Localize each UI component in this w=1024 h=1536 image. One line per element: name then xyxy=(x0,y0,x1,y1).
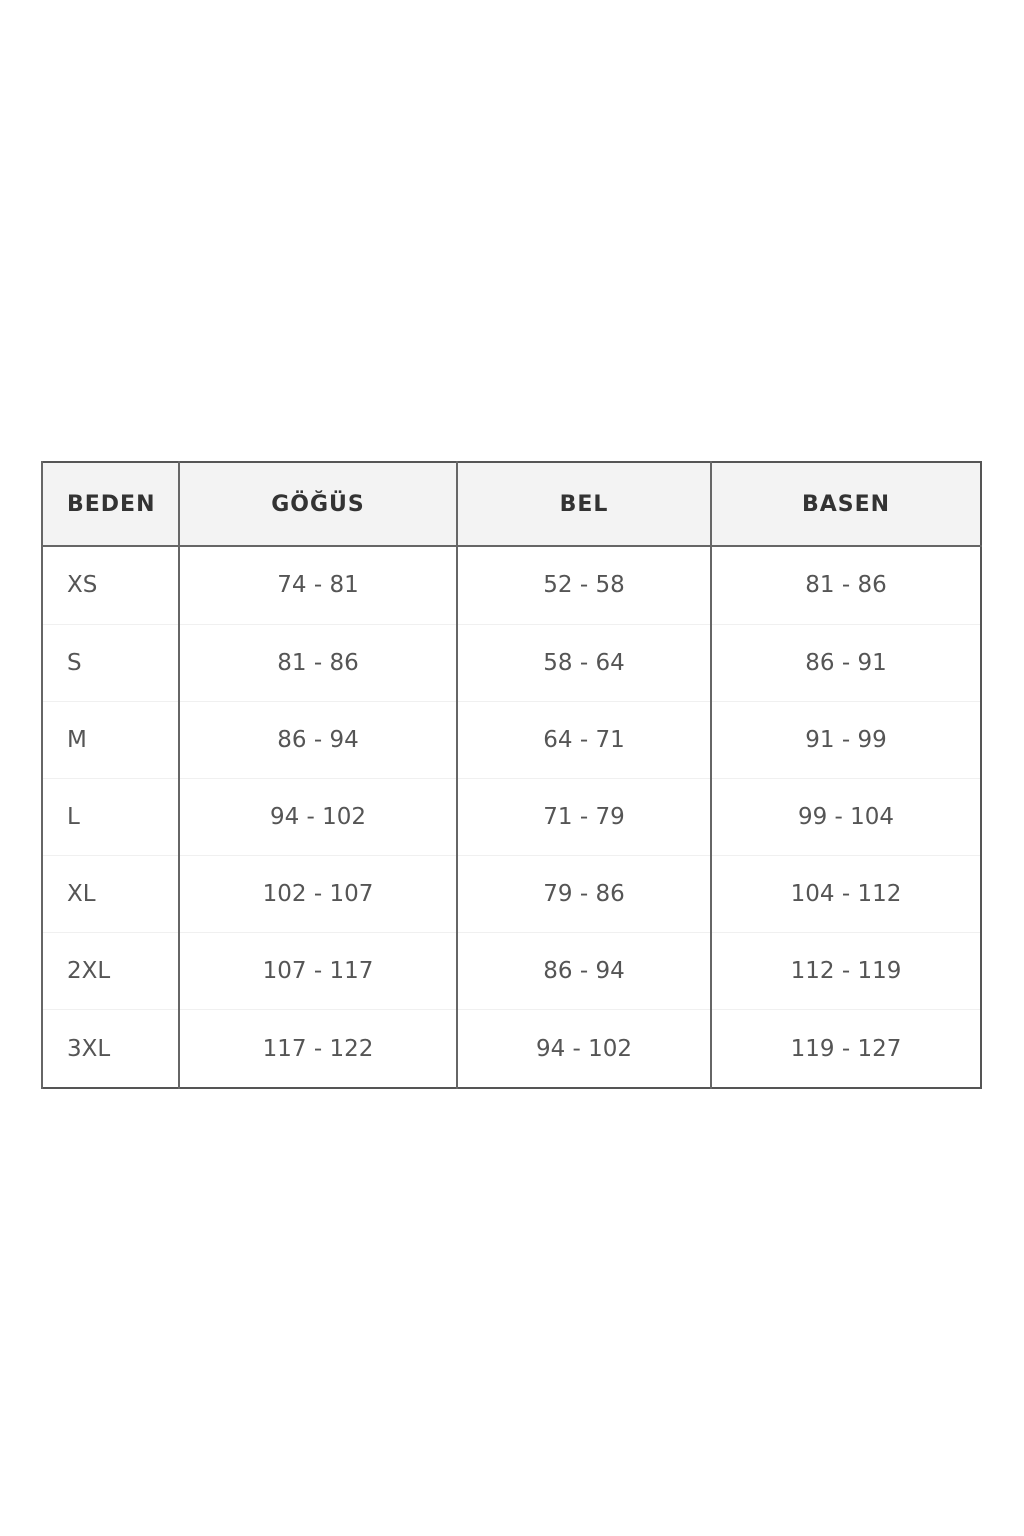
size-chart-table: BEDEN GÖĞÜS BEL BASEN XS 74 - 81 52 - 58 81… xyxy=(41,461,982,1089)
table-cell: XS xyxy=(41,546,179,625)
table-cell: 107 - 117 xyxy=(178,932,457,1011)
table-cell: 117 - 122 xyxy=(178,1009,457,1089)
table-cell: 81 - 86 xyxy=(710,546,981,625)
table-row: XS 74 - 81 52 - 58 81 - 86 xyxy=(41,546,981,625)
table-cell: 79 - 86 xyxy=(456,855,711,934)
table-cell: 94 - 102 xyxy=(178,778,457,857)
table-cell: 99 - 104 xyxy=(710,778,981,857)
table-cell: 64 - 71 xyxy=(456,701,711,779)
table-cell: 71 - 79 xyxy=(456,778,711,857)
table-cell: 86 - 91 xyxy=(710,624,981,702)
header-row: BEDEN GÖĞÜS BEL BASEN xyxy=(41,462,981,547)
table-row: S 81 - 86 58 - 64 86 - 91 xyxy=(41,624,981,702)
table-cell: 102 - 107 xyxy=(178,855,457,934)
table-cell: M xyxy=(41,701,179,779)
table-cell: S xyxy=(41,624,179,702)
table-row: M 86 - 94 64 - 71 91 - 99 xyxy=(41,701,981,779)
table-cell: 112 - 119 xyxy=(710,932,981,1011)
table-cell: 119 - 127 xyxy=(710,1009,981,1089)
table-cell: 2XL xyxy=(41,932,179,1011)
table-cell: L xyxy=(41,778,179,857)
table-cell: 3XL xyxy=(41,1009,179,1089)
header-cell: BASEN xyxy=(710,462,981,547)
table-cell: 94 - 102 xyxy=(456,1009,711,1089)
table-cell: 104 - 112 xyxy=(710,855,981,934)
table-cell: 74 - 81 xyxy=(178,546,457,625)
table-cell: 86 - 94 xyxy=(456,932,711,1011)
table-cell: 58 - 64 xyxy=(456,624,711,702)
table-row: L 94 - 102 71 - 79 99 - 104 xyxy=(41,778,981,857)
header-cell: GÖĞÜS xyxy=(178,462,457,547)
table-cell: 81 - 86 xyxy=(178,624,457,702)
table-cell: 91 - 99 xyxy=(710,701,981,779)
table-cell: 52 - 58 xyxy=(456,546,711,625)
table-cell: XL xyxy=(41,855,179,934)
table-row: 3XL 117 - 122 94 - 102 119 - 127 xyxy=(41,1009,981,1089)
table-cell: 86 - 94 xyxy=(178,701,457,779)
table-row: XL 102 - 107 79 - 86 104 - 112 xyxy=(41,855,981,934)
header-cell: BEL xyxy=(456,462,711,547)
table-row: 2XL 107 - 117 86 - 94 112 - 119 xyxy=(41,932,981,1011)
header-cell: BEDEN xyxy=(41,462,179,547)
